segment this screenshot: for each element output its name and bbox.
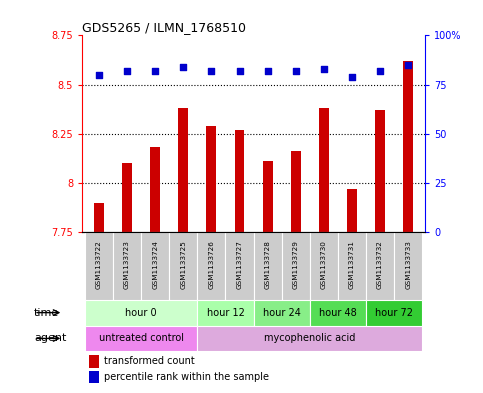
FancyBboxPatch shape	[198, 300, 254, 325]
Text: percentile rank within the sample: percentile rank within the sample	[104, 372, 270, 382]
FancyBboxPatch shape	[254, 232, 282, 300]
FancyBboxPatch shape	[85, 300, 198, 325]
Text: hour 72: hour 72	[375, 308, 413, 318]
FancyBboxPatch shape	[394, 232, 422, 300]
Bar	[122, 163, 132, 232]
Text: GSM1133722: GSM1133722	[96, 240, 102, 289]
FancyBboxPatch shape	[310, 300, 366, 325]
Text: time: time	[34, 308, 59, 318]
FancyBboxPatch shape	[198, 232, 226, 300]
Text: GSM1133729: GSM1133729	[293, 240, 299, 289]
Text: GSM1133728: GSM1133728	[265, 240, 270, 289]
Text: GSM1133726: GSM1133726	[208, 240, 214, 289]
Bar	[235, 130, 244, 232]
Bar	[178, 108, 188, 232]
Point	[123, 68, 131, 74]
Bar	[89, 371, 99, 384]
Text: GSM1133733: GSM1133733	[405, 240, 411, 289]
Text: GSM1133727: GSM1133727	[237, 240, 242, 289]
Bar	[89, 355, 99, 367]
Point	[320, 66, 327, 72]
Text: hour 0: hour 0	[125, 308, 157, 318]
Text: hour 48: hour 48	[319, 308, 357, 318]
Bar	[263, 161, 272, 232]
Bar	[207, 126, 216, 232]
Text: mycophenolic acid: mycophenolic acid	[264, 333, 355, 343]
FancyBboxPatch shape	[254, 300, 310, 325]
Bar	[94, 202, 104, 232]
Text: untreated control: untreated control	[99, 333, 184, 343]
Point	[95, 72, 103, 78]
FancyBboxPatch shape	[169, 232, 198, 300]
Text: GDS5265 / ILMN_1768510: GDS5265 / ILMN_1768510	[82, 21, 246, 34]
FancyBboxPatch shape	[310, 232, 338, 300]
Text: GSM1133725: GSM1133725	[180, 240, 186, 289]
FancyBboxPatch shape	[198, 325, 422, 351]
Point	[376, 68, 384, 74]
Point	[236, 68, 243, 74]
FancyBboxPatch shape	[366, 300, 422, 325]
Point	[292, 68, 299, 74]
Bar	[150, 147, 160, 232]
Bar	[375, 110, 385, 232]
FancyBboxPatch shape	[113, 232, 141, 300]
Point	[404, 62, 412, 68]
Point	[348, 73, 356, 80]
Bar	[347, 189, 357, 232]
FancyBboxPatch shape	[85, 325, 198, 351]
Point	[264, 68, 271, 74]
Text: agent: agent	[34, 333, 67, 343]
Bar	[319, 108, 329, 232]
Text: hour 24: hour 24	[263, 308, 300, 318]
Bar	[403, 61, 413, 232]
Point	[180, 64, 187, 70]
Point	[151, 68, 159, 74]
Point	[208, 68, 215, 74]
Text: GSM1133724: GSM1133724	[152, 240, 158, 289]
FancyBboxPatch shape	[141, 232, 169, 300]
Text: GSM1133730: GSM1133730	[321, 240, 327, 289]
FancyBboxPatch shape	[226, 232, 254, 300]
FancyBboxPatch shape	[338, 232, 366, 300]
Text: hour 12: hour 12	[207, 308, 244, 318]
Text: GSM1133723: GSM1133723	[124, 240, 130, 289]
Text: GSM1133731: GSM1133731	[349, 240, 355, 289]
FancyBboxPatch shape	[282, 232, 310, 300]
FancyBboxPatch shape	[85, 232, 113, 300]
Text: GSM1133732: GSM1133732	[377, 240, 383, 289]
Bar	[291, 151, 300, 232]
FancyBboxPatch shape	[366, 232, 394, 300]
Text: transformed count: transformed count	[104, 356, 195, 366]
